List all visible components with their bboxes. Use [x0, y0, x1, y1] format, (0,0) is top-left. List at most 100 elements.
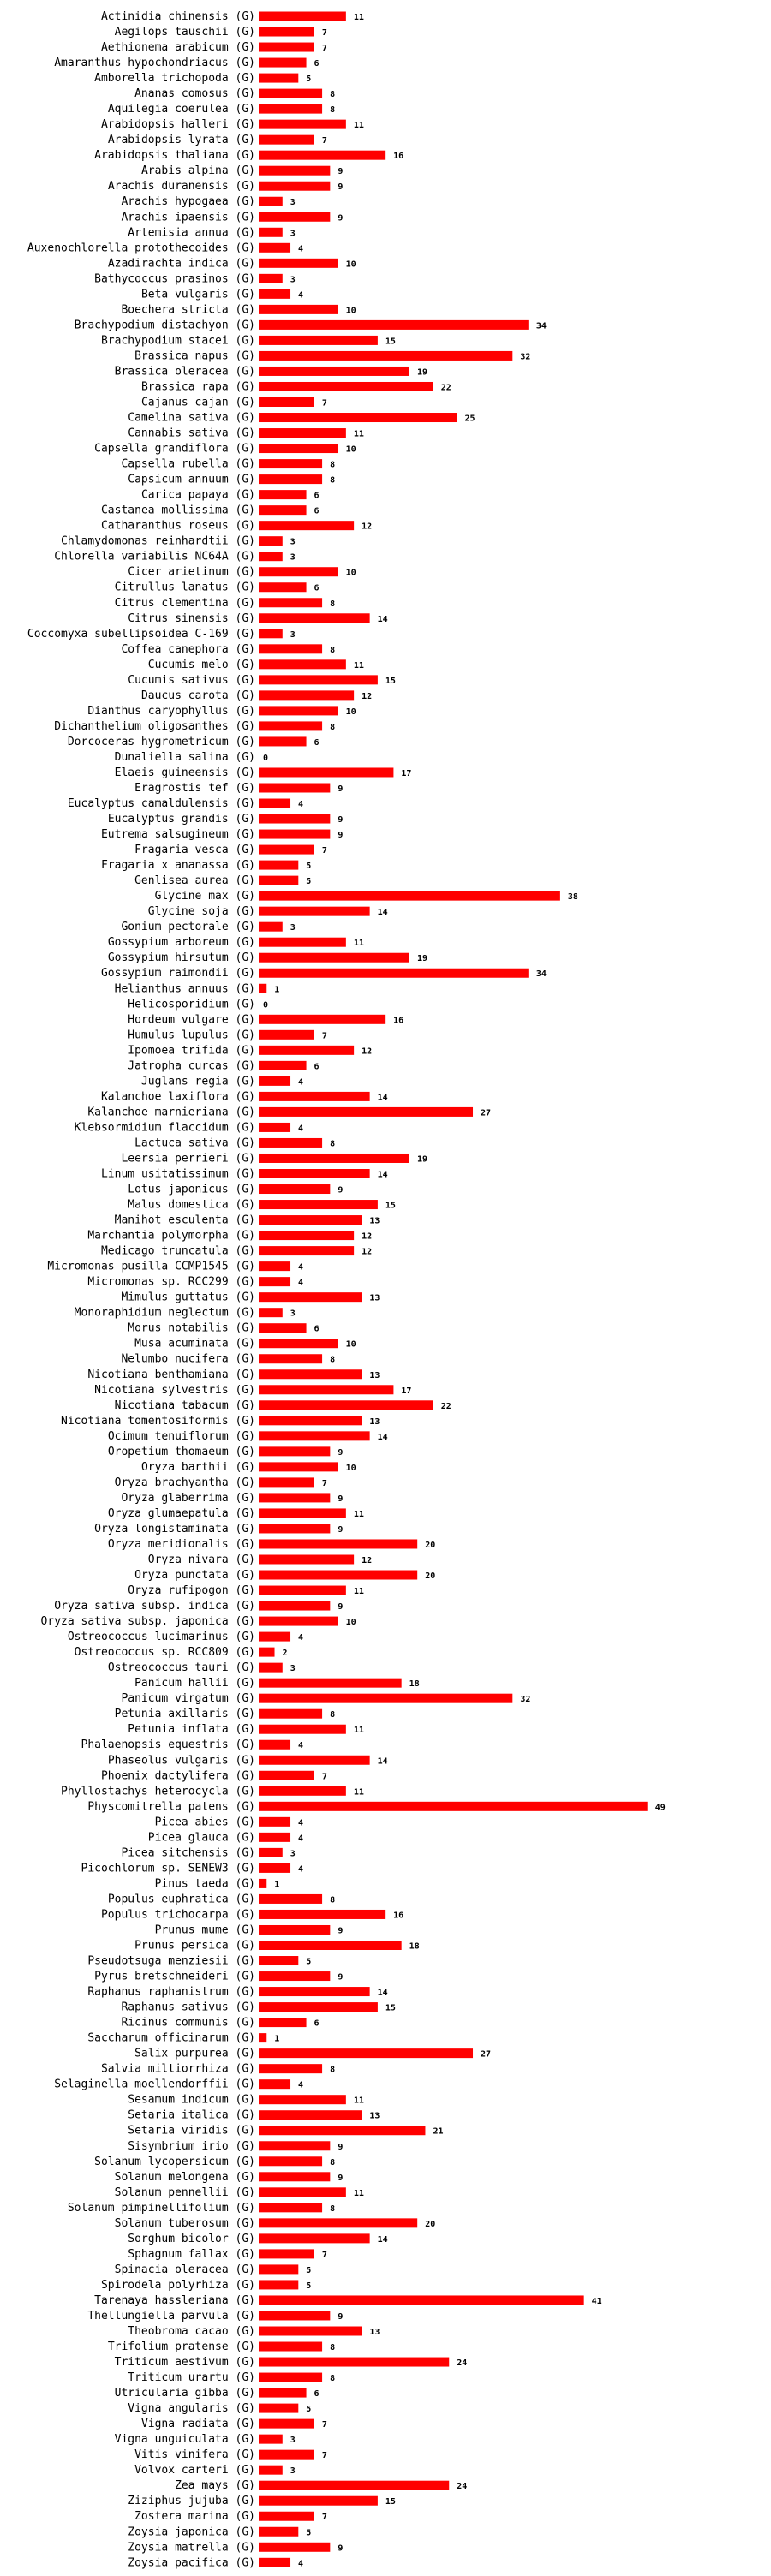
category-label: Vigna radiata (G): [141, 2418, 255, 2430]
value-label: 13: [369, 2112, 380, 2121]
bar: [259, 2434, 283, 2444]
category-label: Oryza rufipogon (G): [128, 1584, 255, 1597]
value-label: 3: [290, 553, 296, 563]
category-label: Monoraphidium neglectum (G): [75, 1307, 255, 1320]
category-label: Solanum lycopersicum (G): [94, 2156, 255, 2168]
bar: [259, 1863, 291, 1873]
bar: [259, 1122, 291, 1132]
category-label: Picochlorum sp. SENEW3 (G): [81, 1862, 256, 1875]
category-label: Cucumis sativus (G): [128, 674, 255, 687]
bar: [259, 721, 323, 731]
value-label: 0: [263, 754, 268, 763]
category-label: Phyllostachys heterocycla (G): [61, 1785, 255, 1798]
value-label: 8: [330, 1895, 335, 1905]
bar: [259, 1570, 418, 1580]
bar: [259, 11, 346, 21]
category-label: Brassica napus (G): [134, 349, 255, 362]
category-label: Genlisea aurea (G): [134, 874, 255, 887]
category-label: Saccharum officinarum (G): [87, 2032, 255, 2045]
bar: [259, 1631, 291, 1642]
bar: [259, 2064, 323, 2074]
value-label: 13: [369, 1217, 380, 1226]
bar: [259, 1956, 299, 1966]
category-label: Catharanthus roseus (G): [101, 520, 255, 533]
bar: [259, 1246, 355, 1256]
value-label: 5: [306, 2405, 311, 2414]
category-label: Prunus persica (G): [134, 1940, 255, 1953]
value-label: 21: [433, 2127, 443, 2137]
value-label: 32: [520, 1695, 530, 1704]
category-label: Fragaria vesca (G): [134, 844, 255, 856]
bar: [259, 1369, 362, 1380]
category-label: Populus euphratica (G): [108, 1893, 255, 1905]
bar: [259, 2079, 291, 2090]
value-label: 6: [314, 1325, 320, 1334]
category-label: Micromonas pusilla CCMP1545 (G): [47, 1261, 255, 1273]
bar: [259, 413, 457, 423]
value-label: 7: [322, 1031, 327, 1041]
value-label: 4: [298, 2081, 303, 2090]
category-label: Prunus mume (G): [155, 1923, 255, 1936]
bar: [259, 2264, 299, 2275]
category-label: Ziziphus jujuba (G): [128, 2495, 255, 2507]
bar: [259, 2110, 362, 2120]
category-label: Arabidopsis thaliana (G): [94, 149, 255, 162]
value-label: 6: [314, 59, 320, 69]
category-label: Oryza sativa subsp. indica (G): [54, 1600, 255, 1613]
value-label: 3: [290, 229, 296, 238]
bar: [259, 1029, 314, 1040]
value-label: 8: [330, 90, 335, 99]
value-label: 4: [298, 1633, 303, 1643]
value-label: 4: [298, 1263, 303, 1273]
bar: [259, 1816, 291, 1827]
value-label: 7: [322, 1772, 327, 1781]
bar: [259, 1832, 291, 1842]
category-label: Ipomoea trifida (G): [128, 1044, 255, 1057]
value-label: 11: [354, 13, 364, 22]
value-label: 9: [338, 213, 343, 223]
bar: [259, 2156, 323, 2167]
category-label: Carica papaya (G): [141, 489, 255, 502]
bar: [259, 1971, 331, 1982]
value-label: 11: [354, 121, 364, 130]
bar: [259, 690, 355, 701]
bar: [259, 1076, 291, 1086]
category-label: Panicum hallii (G): [134, 1677, 255, 1690]
category-label: Zoysia pacifica (G): [128, 2556, 255, 2569]
value-label: 11: [354, 2096, 364, 2106]
value-label: 6: [314, 2019, 320, 2029]
value-label: 18: [409, 1942, 420, 1952]
category-label: Picea abies (G): [155, 1816, 255, 1828]
category-label: Solanum pimpinellifolium (G): [68, 2202, 255, 2215]
value-label: 34: [536, 969, 547, 979]
value-label: 10: [346, 445, 356, 455]
value-label: 8: [330, 1139, 335, 1148]
bar: [259, 1416, 362, 1426]
category-label: Citrullus lanatus (G): [115, 581, 255, 594]
category-label: Citrus sinensis (G): [128, 612, 255, 625]
value-label: 6: [314, 492, 320, 501]
bar: [259, 706, 338, 716]
bar: [259, 196, 283, 206]
bar: [259, 1662, 283, 1673]
bar: [259, 381, 433, 391]
bar: [259, 1045, 355, 1055]
value-label: 14: [378, 1171, 388, 1180]
value-label: 18: [409, 1679, 420, 1689]
category-label: Nelumbo nucifera (G): [121, 1353, 255, 1366]
value-label: 9: [338, 784, 343, 794]
category-label: Petunia inflata (G): [128, 1723, 255, 1736]
value-label: 14: [378, 2235, 388, 2245]
value-label: 34: [536, 321, 547, 331]
value-label: 10: [346, 306, 356, 315]
value-label: 16: [393, 1911, 403, 1920]
category-label: Fragaria x ananassa (G): [101, 859, 255, 872]
value-label: 1: [274, 1880, 279, 1889]
category-label: Aethionema arabicum (G): [101, 41, 255, 54]
category-label: Triticum aestivum (G): [115, 2356, 255, 2369]
category-label: Phaseolus vulgaris (G): [108, 1754, 255, 1767]
bar: [259, 582, 307, 593]
category-label: Setaria italica (G): [128, 2109, 255, 2122]
category-label: Tarenaya hassleriana (G): [94, 2294, 255, 2307]
